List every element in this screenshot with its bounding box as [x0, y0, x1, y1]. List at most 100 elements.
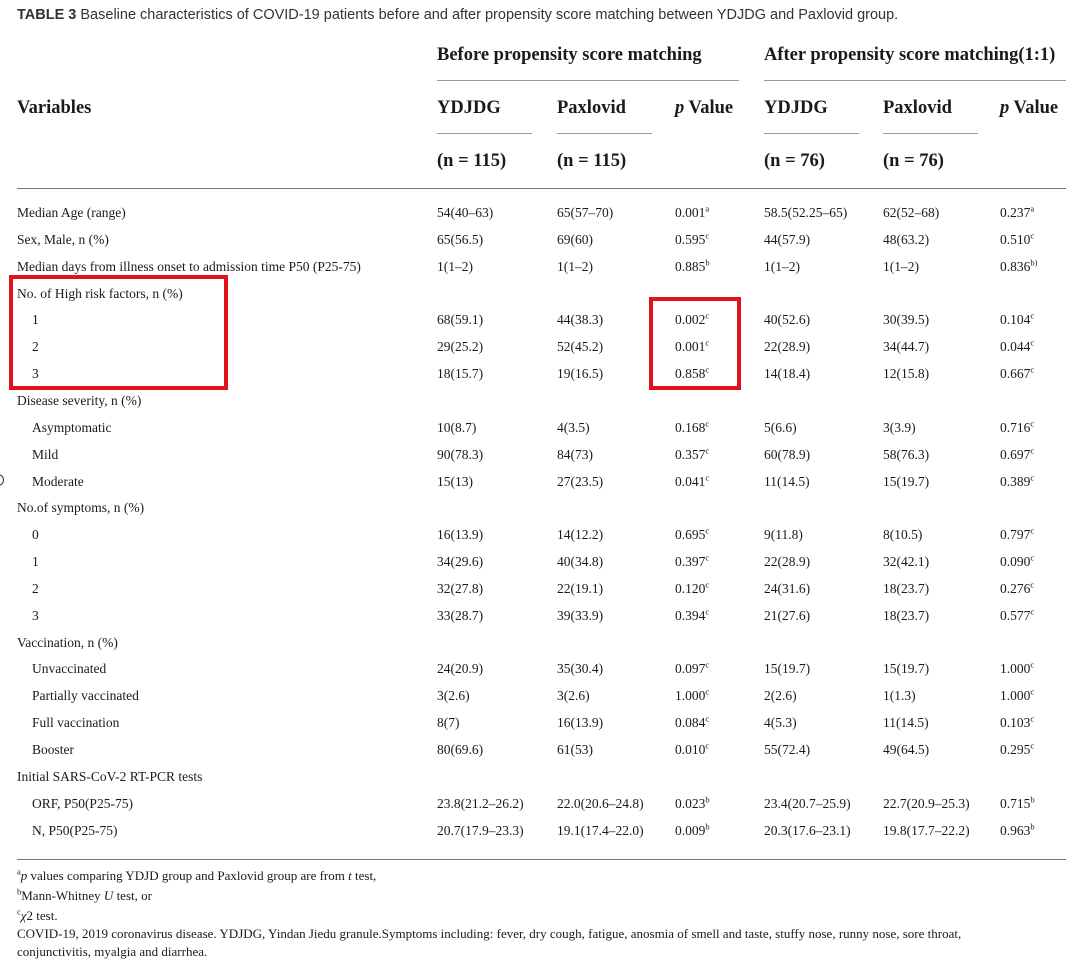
footnote-marker: c	[705, 579, 710, 590]
cell-paxlovid-before: 52(45.2)	[557, 339, 604, 354]
cell-pvalue-after: 0.104c	[1000, 310, 1035, 327]
cell-paxlovid-before: 22.0(20.6–24.8)	[557, 796, 644, 811]
footnote-marker: c	[705, 686, 710, 697]
page-edge-mark	[0, 474, 4, 486]
row-label: 2	[32, 581, 39, 596]
highlight-box-pvalues	[649, 297, 741, 390]
cell-pvalue-after: 1.000c	[1000, 686, 1035, 703]
cell-ydjdg-after: 1(1–2)	[764, 259, 800, 274]
cell-pvalue-after: 0.510c	[1000, 230, 1035, 247]
cell-pvalue-after: 0.667c	[1000, 364, 1035, 381]
footnote-marker: c	[1030, 552, 1035, 563]
row-label: Sex, Male, n (%)	[17, 232, 109, 247]
cell-pvalue-before: 0.010c	[675, 740, 710, 757]
footnote-marker: c	[1030, 686, 1035, 697]
cell-paxlovid-before: 16(13.9)	[557, 715, 604, 730]
row-label: Median Age (range)	[17, 205, 126, 220]
footnote-marker: c	[1030, 418, 1035, 429]
footnote-marker: b	[1030, 794, 1035, 805]
header-pvalue-after: p Value	[1000, 98, 1059, 118]
cell-paxlovid-before: 19(16.5)	[557, 366, 604, 381]
cell-ydjdg-before: 33(28.7)	[437, 608, 484, 623]
footnote-marker: c	[1030, 310, 1035, 321]
cell-pvalue-after: 0.797c	[1000, 525, 1035, 542]
cell-ydjdg-before: 68(59.1)	[437, 312, 484, 327]
cell-pvalue-before: 0.084c	[675, 713, 710, 730]
cell-pvalue-before: 0.002c	[675, 310, 710, 327]
cell-ydjdg-after: 22(28.9)	[764, 554, 811, 569]
cell-ydjdg-before: 16(13.9)	[437, 527, 484, 542]
cell-paxlovid-before: 3(2.6)	[557, 688, 590, 703]
cell-paxlovid-after: 49(64.5)	[883, 742, 930, 757]
footnote-abbreviations-2: conjunctivitis, myalgia and diarrhea.	[17, 944, 208, 959]
cell-ydjdg-before: 80(69.6)	[437, 742, 484, 757]
cell-paxlovid-after: 18(23.7)	[883, 608, 930, 623]
header-ydjdg-before: YDJDG	[437, 98, 501, 118]
cell-paxlovid-after: 18(23.7)	[883, 581, 930, 596]
cell-paxlovid-after: 58(76.3)	[883, 447, 930, 462]
row-label: 3	[32, 608, 39, 623]
cell-ydjdg-after: 58.5(52.25–65)	[764, 205, 848, 220]
cell-paxlovid-before: 44(38.3)	[557, 312, 604, 327]
footnote-marker: c	[1030, 364, 1035, 375]
footnote-marker: c	[1030, 740, 1035, 751]
cell-pvalue-after: 0.716c	[1000, 418, 1035, 435]
rule-before-group	[437, 80, 739, 81]
cell-ydjdg-before: 34(29.6)	[437, 554, 484, 569]
row-label: No. of High risk factors, n (%)	[17, 286, 183, 301]
cell-paxlovid-before: 61(53)	[557, 742, 593, 757]
cell-paxlovid-before: 84(73)	[557, 447, 593, 462]
rule-ydjdg-before	[437, 133, 532, 134]
header-n-ydjdg-before: (n = 115)	[437, 151, 507, 171]
cell-ydjdg-after: 11(14.5)	[764, 474, 810, 489]
cell-ydjdg-before: 20.7(17.9–23.3)	[437, 823, 524, 838]
cell-paxlovid-after: 1(1–2)	[883, 259, 919, 274]
header-n-ydjdg-after: (n = 76)	[764, 151, 825, 171]
cell-ydjdg-after: 5(6.6)	[764, 420, 797, 435]
cell-ydjdg-after: 4(5.3)	[764, 715, 797, 730]
footnote-marker: c	[1030, 472, 1035, 483]
cell-pvalue-before: 0.397c	[675, 552, 710, 569]
footnote-marker: a	[705, 203, 710, 214]
cell-paxlovid-after: 48(63.2)	[883, 232, 930, 247]
cell-pvalue-after: 0.237a	[1000, 203, 1035, 220]
cell-pvalue-after: 0.090c	[1000, 552, 1035, 569]
cell-pvalue-before: 0.394c	[675, 606, 710, 623]
footnote-marker: c	[705, 230, 710, 241]
row-label: Asymptomatic	[32, 420, 112, 435]
cell-pvalue-before: 0.595c	[675, 230, 710, 247]
cell-paxlovid-before: 22(19.1)	[557, 581, 604, 596]
footnote-marker: c	[705, 310, 710, 321]
cell-ydjdg-after: 60(78.9)	[764, 447, 811, 462]
footnote-marker: c	[1030, 525, 1035, 536]
cell-pvalue-before: 0.001c	[675, 337, 710, 354]
row-label: Full vaccination	[32, 715, 120, 730]
row-label: Mild	[32, 447, 59, 462]
rule-header-bottom	[17, 188, 1066, 189]
cell-pvalue-before: 0.695c	[675, 525, 710, 542]
header-pvalue-before: p Value	[675, 98, 734, 118]
cell-pvalue-after: 0.836b)	[1000, 257, 1038, 274]
cell-ydjdg-after: 55(72.4)	[764, 742, 811, 757]
cell-ydjdg-before: 18(15.7)	[437, 366, 484, 381]
row-label: 2	[32, 339, 39, 354]
cell-pvalue-before: 0.023b	[675, 794, 710, 811]
footnote-marker: c	[1030, 659, 1035, 670]
table-title: Baseline characteristics of COVID-19 pat…	[80, 7, 899, 23]
footnote-marker: c	[705, 418, 710, 429]
cell-pvalue-after: 0.103c	[1000, 713, 1035, 730]
rule-ydjdg-after	[764, 133, 859, 134]
cell-paxlovid-after: 32(42.1)	[883, 554, 930, 569]
cell-paxlovid-before: 1(1–2)	[557, 259, 593, 274]
row-label: 1	[32, 312, 39, 327]
cell-ydjdg-before: 1(1–2)	[437, 259, 473, 274]
row-label: ORF, P50(P25-75)	[32, 796, 133, 811]
cell-pvalue-before: 0.097c	[675, 659, 710, 676]
cell-pvalue-before: 0.009b	[675, 821, 710, 838]
cell-pvalue-before: 0.885b	[675, 257, 710, 274]
cell-paxlovid-after: 34(44.7)	[883, 339, 930, 354]
cell-pvalue-before: 0.168c	[675, 418, 710, 435]
cell-paxlovid-after: 19.8(17.7–22.2)	[883, 823, 970, 838]
footnote-marker: c	[705, 472, 710, 483]
footnote-marker: c	[1030, 337, 1035, 348]
